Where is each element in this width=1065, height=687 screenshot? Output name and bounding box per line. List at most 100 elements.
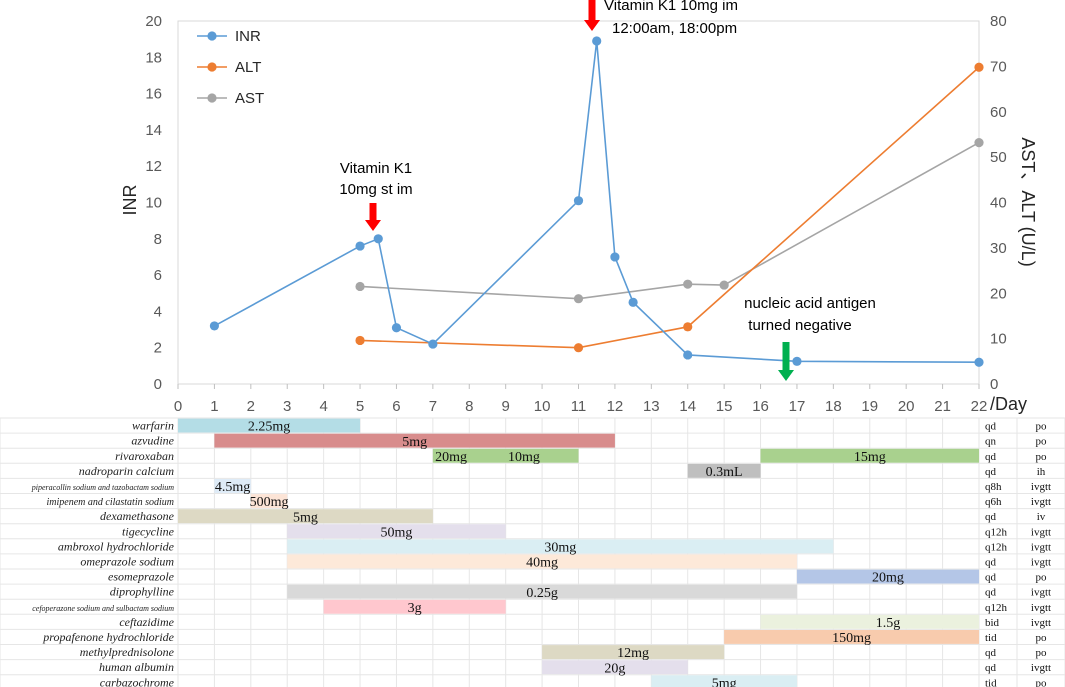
- route-label: ih: [1037, 466, 1046, 478]
- left-y-tick-label: 0: [154, 376, 162, 393]
- dose-label: 3g: [408, 601, 422, 616]
- annotation-text: turned negative: [748, 317, 851, 334]
- alt-series-line: [360, 66, 980, 349]
- x-tick-label: 14: [679, 398, 696, 415]
- x-tick-label: 5: [356, 398, 364, 415]
- x-tick-label: 0: [174, 398, 182, 415]
- inr-data-point: [592, 36, 602, 46]
- dose-bar: [178, 418, 361, 433]
- drug-name-label: diprophylline: [110, 585, 175, 599]
- ast-series-line: [360, 141, 980, 300]
- right-axis-ticks: 0 10 20 30 40 50 60 70 80: [990, 13, 1007, 393]
- alt-legend-label: ALT: [235, 59, 261, 76]
- x-tick-label: 16: [752, 398, 769, 415]
- ast-legend-label: AST: [235, 90, 264, 107]
- route-label: po: [1036, 421, 1048, 433]
- frequency-label: q6h: [985, 496, 1002, 508]
- x-tick-label: 2: [247, 398, 255, 415]
- left-y-tick-label: 2: [154, 340, 162, 357]
- alt-data-point: [683, 322, 693, 332]
- green-down-arrow: [778, 342, 794, 381]
- x-tick-label: 19: [861, 398, 878, 415]
- drug-name-label: piperacollin sodium and tazobactam sodiu…: [31, 483, 174, 492]
- drug-name-label: nadroparin calcium: [79, 464, 175, 478]
- inr-data-point: [373, 234, 383, 244]
- dose-bar: [760, 614, 979, 629]
- right-y-tick-label: 50: [990, 149, 1007, 166]
- inr-series-line: [214, 40, 980, 364]
- route-label: po: [1036, 647, 1048, 659]
- inr-data-point: [428, 339, 438, 349]
- drug-name-label: rivaroxaban: [115, 449, 174, 463]
- x-axis-ticks: 0 1 2 3 4 5 6 7 8 9 10 11 12 13 14 15 16 17 18 19 20 21 22: [174, 384, 987, 415]
- drug-name-label: cefoperazone sodium and sulbactam sodium: [32, 604, 174, 613]
- dose-bar: [687, 463, 761, 478]
- right-y-tick-label: 20: [990, 285, 1007, 302]
- medication-timeline: 2.25mg warfarin qd po 5mg azvudine qn po 20mg 10m…: [0, 417, 1065, 687]
- route-label: ivgtt: [1031, 662, 1051, 674]
- annotation-text: nucleic acid antigen: [744, 295, 876, 312]
- x-tick-label: 21: [934, 398, 951, 415]
- dose-bar: [287, 539, 834, 554]
- dose-bar: [323, 599, 506, 614]
- drug-name-label: methylprednisolone: [80, 645, 175, 659]
- route-label: iv: [1037, 511, 1046, 523]
- drug-name-label: human albumin: [99, 660, 174, 674]
- frequency-label: qd: [985, 587, 997, 599]
- annotation-text: Vitamin K1 10mg im: [604, 0, 738, 14]
- x-tick-label: 3: [283, 398, 291, 415]
- dose-bar: [287, 584, 797, 599]
- dose-label: 0.3mL: [706, 465, 743, 480]
- timeline-grid: [0, 417, 1065, 687]
- dose-label: 2.25mg: [248, 420, 290, 435]
- inr-data-point: [610, 252, 620, 262]
- frequency-label: qd: [985, 466, 997, 478]
- line-chart: 0 1 2 3 4 5 6 7 8 9 10 11 12 13 14 15 16 17 18 19 20 21 22 024…: [120, 0, 1038, 415]
- left-y-tick-label: 8: [154, 231, 162, 248]
- left-y-tick-label: 10: [145, 195, 162, 212]
- dose-label: 30mg: [544, 541, 576, 556]
- ast-legend-marker: [207, 93, 217, 103]
- right-y-tick-label: 30: [990, 240, 1007, 257]
- x-tick-label: 7: [429, 398, 437, 415]
- legend: INR ALT AST: [197, 28, 264, 107]
- frequency-label: q12h: [985, 526, 1008, 538]
- drug-name-label: carbazochrome: [100, 675, 175, 687]
- left-y-tick-label: 20: [145, 13, 162, 30]
- drug-name-label: warfarin: [132, 419, 174, 433]
- route-label: ivgtt: [1031, 526, 1051, 538]
- dose-label: 0.25g: [526, 586, 558, 601]
- drug-name-label: azvudine: [131, 434, 174, 448]
- route-label: po: [1036, 436, 1048, 448]
- dose-bar: [542, 645, 725, 659]
- route-label: ivgtt: [1031, 481, 1051, 493]
- red-down-arrow: [584, 0, 600, 31]
- frequency-label: qd: [985, 662, 997, 674]
- dose-bar: [724, 630, 979, 644]
- dose-label: 20mg: [872, 571, 904, 586]
- dose-label: 12mg: [617, 646, 649, 661]
- route-label: ivgtt: [1031, 557, 1051, 569]
- frequency-label: qd: [985, 511, 997, 523]
- dose-bar: [214, 479, 251, 493]
- red-down-arrow: [365, 203, 381, 231]
- right-y-tick-label: 70: [990, 58, 1007, 75]
- drug-name-label: imipenem and cilastatin sodium: [47, 497, 175, 508]
- x-tick-label: 8: [465, 398, 473, 415]
- left-axis-ticks: 0 2 4 6 8 10 12 14 16 18 20: [145, 13, 162, 393]
- dose-bar: [432, 448, 579, 463]
- frequency-label: qd: [985, 647, 997, 659]
- inr-data-point: [628, 297, 638, 307]
- inr-legend-label: INR: [235, 28, 261, 45]
- route-label: po: [1036, 677, 1048, 687]
- x-axis-title: /Day: [990, 394, 1027, 414]
- alt-legend-marker: [207, 62, 217, 72]
- series-layer: [209, 36, 984, 367]
- inr-data-point: [683, 350, 693, 360]
- annotations: Vitamin K1 10mg st im Vitamin K1 10mg im 12…: [339, 0, 876, 381]
- ast-data-point: [974, 138, 984, 148]
- left-y-tick-label: 14: [145, 122, 162, 139]
- drug-name-label: tigecycline: [122, 524, 175, 538]
- frequency-label: qd: [985, 557, 997, 569]
